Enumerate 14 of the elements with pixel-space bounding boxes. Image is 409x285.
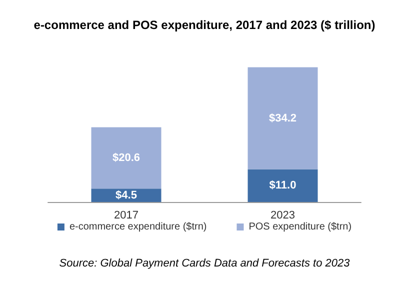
data-label: $20.6 xyxy=(112,152,140,164)
data-label: $4.5 xyxy=(116,189,137,202)
legend-label: e-commerce expenditure ($trn) xyxy=(69,222,207,232)
bar xyxy=(248,169,318,202)
bar xyxy=(91,188,162,202)
x-tick-label: 2023 xyxy=(270,210,295,222)
bar xyxy=(248,67,318,170)
chart-title: e-commerce and POS expenditure, 2017 and 2023 ($ trillion) xyxy=(34,18,376,32)
data-label: $11.0 xyxy=(269,180,296,192)
legend-label: POS expenditure ($trn) xyxy=(248,222,352,232)
source-note: Source: Global Payment Cards Data and Forecasts to 2023 xyxy=(59,258,351,270)
data-label: $34.2 xyxy=(268,112,297,124)
x-tick-label: 2017 xyxy=(114,210,138,222)
bar xyxy=(91,127,162,189)
